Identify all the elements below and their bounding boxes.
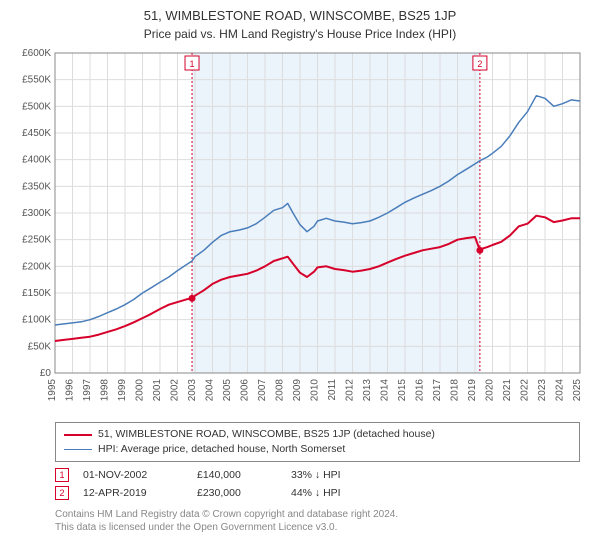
svg-text:2019: 2019 bbox=[467, 379, 478, 402]
transaction-date: 01-NOV-2002 bbox=[83, 469, 183, 481]
legend-box: 51, WIMBLESTONE ROAD, WINSCOMBE, BS25 1J… bbox=[55, 422, 580, 461]
transaction-price: £230,000 bbox=[197, 487, 277, 499]
svg-text:£350K: £350K bbox=[22, 182, 51, 193]
svg-text:2: 2 bbox=[477, 59, 482, 69]
transactions-table: 1 01-NOV-2002 £140,000 33% ↓ HPI 2 12-AP… bbox=[55, 468, 590, 504]
svg-text:£300K: £300K bbox=[22, 208, 51, 219]
svg-text:2006: 2006 bbox=[240, 379, 251, 402]
transaction-marker-icon: 1 bbox=[55, 468, 69, 482]
svg-text:2004: 2004 bbox=[205, 379, 216, 402]
legend-swatch-property bbox=[64, 434, 92, 436]
svg-text:£250K: £250K bbox=[22, 235, 51, 246]
svg-text:£550K: £550K bbox=[22, 75, 51, 86]
svg-text:2024: 2024 bbox=[555, 379, 566, 402]
svg-text:£200K: £200K bbox=[22, 262, 51, 273]
svg-text:2020: 2020 bbox=[485, 379, 496, 402]
legend-label-hpi: HPI: Average price, detached house, Nort… bbox=[98, 442, 345, 457]
svg-text:1: 1 bbox=[190, 59, 195, 69]
transaction-row: 2 12-APR-2019 £230,000 44% ↓ HPI bbox=[55, 486, 590, 500]
svg-text:1995: 1995 bbox=[47, 379, 58, 402]
legend-row-property: 51, WIMBLESTONE ROAD, WINSCOMBE, BS25 1J… bbox=[64, 427, 571, 442]
svg-text:£0: £0 bbox=[40, 368, 52, 379]
svg-text:2002: 2002 bbox=[170, 379, 181, 402]
transaction-date: 12-APR-2019 bbox=[83, 487, 183, 499]
page-container: 51, WIMBLESTONE ROAD, WINSCOMBE, BS25 1J… bbox=[0, 0, 600, 560]
footer-line2: This data is licensed under the Open Gov… bbox=[55, 521, 590, 534]
svg-text:2021: 2021 bbox=[502, 379, 513, 402]
svg-text:1999: 1999 bbox=[117, 379, 128, 402]
chart-area: £0 £50K £100K £150K £200K £250K £300K £350K £400… bbox=[10, 48, 590, 418]
transaction-row: 1 01-NOV-2002 £140,000 33% ↓ HPI bbox=[55, 468, 590, 482]
legend-row-hpi: HPI: Average price, detached house, Nort… bbox=[64, 442, 571, 457]
svg-text:1997: 1997 bbox=[82, 379, 93, 402]
svg-text:2012: 2012 bbox=[345, 379, 356, 402]
transaction-delta: 33% ↓ HPI bbox=[291, 469, 391, 481]
chart-svg: £0 £50K £100K £150K £200K £250K £300K £350K £400… bbox=[10, 48, 590, 418]
svg-text:2015: 2015 bbox=[397, 379, 408, 402]
legend-label-property: 51, WIMBLESTONE ROAD, WINSCOMBE, BS25 1J… bbox=[98, 427, 435, 442]
svg-text:£400K: £400K bbox=[22, 155, 51, 166]
svg-text:£150K: £150K bbox=[22, 288, 51, 299]
svg-text:£600K: £600K bbox=[22, 48, 51, 59]
svg-text:2005: 2005 bbox=[222, 379, 233, 402]
svg-text:2014: 2014 bbox=[380, 379, 391, 402]
svg-text:1996: 1996 bbox=[65, 379, 76, 402]
svg-text:2013: 2013 bbox=[362, 379, 373, 402]
svg-text:2016: 2016 bbox=[415, 379, 426, 402]
transaction-marker-icon: 2 bbox=[55, 486, 69, 500]
svg-text:£450K: £450K bbox=[22, 128, 51, 139]
transaction-delta: 44% ↓ HPI bbox=[291, 487, 391, 499]
footer-attribution: Contains HM Land Registry data © Crown c… bbox=[55, 508, 590, 534]
svg-text:2003: 2003 bbox=[187, 379, 198, 402]
svg-text:£50K: £50K bbox=[28, 342, 52, 353]
svg-text:2008: 2008 bbox=[275, 379, 286, 402]
footer-line1: Contains HM Land Registry data © Crown c… bbox=[55, 508, 590, 521]
svg-text:2022: 2022 bbox=[520, 379, 531, 402]
svg-text:2010: 2010 bbox=[310, 379, 321, 402]
svg-text:2001: 2001 bbox=[152, 379, 163, 402]
chart-title: 51, WIMBLESTONE ROAD, WINSCOMBE, BS25 1J… bbox=[10, 8, 590, 25]
svg-text:2011: 2011 bbox=[327, 379, 338, 401]
transaction-price: £140,000 bbox=[197, 469, 277, 481]
svg-text:2017: 2017 bbox=[432, 379, 443, 402]
svg-text:2009: 2009 bbox=[292, 379, 303, 402]
chart-subtitle: Price paid vs. HM Land Registry's House … bbox=[10, 27, 590, 43]
svg-text:2023: 2023 bbox=[537, 379, 548, 402]
svg-text:1998: 1998 bbox=[100, 379, 111, 402]
svg-text:2018: 2018 bbox=[450, 379, 461, 402]
legend-swatch-hpi bbox=[64, 449, 92, 450]
svg-text:2025: 2025 bbox=[572, 379, 583, 402]
svg-text:£500K: £500K bbox=[22, 102, 51, 113]
svg-text:£100K: £100K bbox=[22, 315, 51, 326]
svg-text:2007: 2007 bbox=[257, 379, 268, 402]
svg-text:2000: 2000 bbox=[135, 379, 146, 402]
